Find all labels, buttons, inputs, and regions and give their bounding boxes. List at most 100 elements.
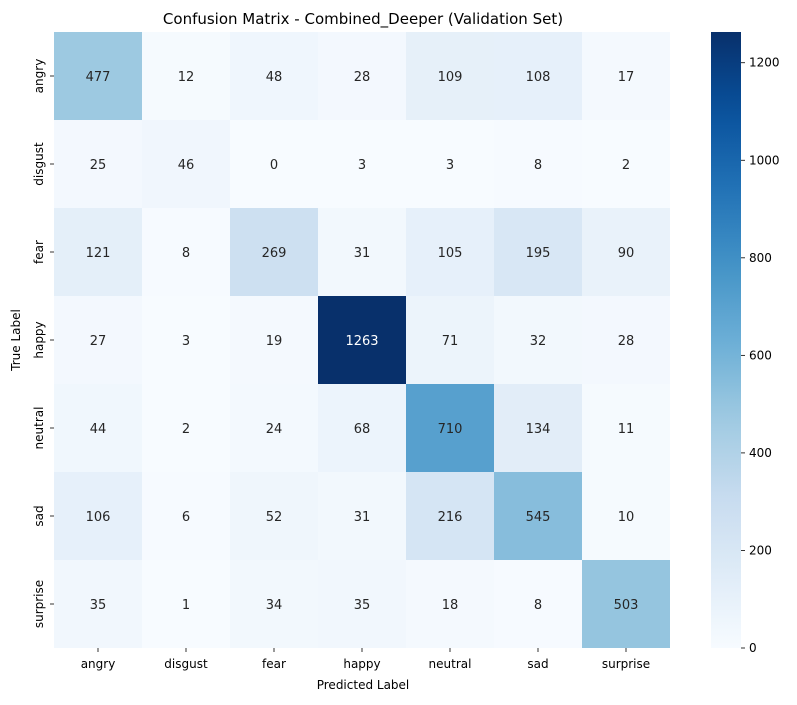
colorbar-gradient (711, 32, 741, 648)
cell-value-happy-sad: 32 (530, 334, 547, 349)
cell-fear-sad (494, 208, 582, 296)
cell-angry-angry (54, 32, 142, 120)
x-tick-label-surprise: surprise (602, 657, 650, 671)
cell-happy-angry (54, 296, 142, 384)
cell-surprise-sad (494, 560, 582, 648)
chart-title: Confusion Matrix - Combined_Deeper (Vali… (163, 10, 563, 29)
colorbar-tick-label-200: 200 (749, 543, 772, 557)
x-tick-label-angry: angry (81, 657, 116, 671)
cell-value-surprise-surprise: 503 (614, 598, 639, 613)
cell-value-disgust-surprise: 2 (622, 158, 630, 173)
cell-value-happy-angry: 27 (90, 334, 107, 349)
cell-sad-angry (54, 472, 142, 560)
colorbar-tick-label-1000: 1000 (749, 153, 780, 167)
cell-value-sad-angry: 106 (86, 510, 111, 525)
cell-fear-disgust (142, 208, 230, 296)
cell-surprise-happy (318, 560, 406, 648)
cell-disgust-happy (318, 120, 406, 208)
cell-value-happy-neutral: 71 (442, 334, 459, 349)
cell-value-fear-sad: 195 (526, 246, 551, 261)
cell-value-neutral-happy: 68 (354, 422, 371, 437)
cell-neutral-angry (54, 384, 142, 472)
cell-neutral-happy (318, 384, 406, 472)
cell-value-sad-happy: 31 (354, 510, 371, 525)
cell-sad-happy (318, 472, 406, 560)
cell-value-disgust-fear: 0 (270, 158, 278, 173)
cell-neutral-disgust (142, 384, 230, 472)
cell-sad-disgust (142, 472, 230, 560)
cell-surprise-disgust (142, 560, 230, 648)
cell-value-happy-fear: 19 (266, 334, 283, 349)
colorbar-tick-label-600: 600 (749, 348, 772, 362)
y-tick-label-happy: happy (32, 321, 46, 358)
cell-disgust-sad (494, 120, 582, 208)
cell-value-disgust-angry: 25 (90, 158, 107, 173)
cell-value-neutral-sad: 134 (526, 422, 551, 437)
y-tick-label-disgust: disgust (32, 142, 46, 186)
x-tick-label-happy: happy (343, 657, 380, 671)
cell-value-fear-surprise: 90 (618, 246, 635, 261)
cell-disgust-fear (230, 120, 318, 208)
cell-angry-disgust (142, 32, 230, 120)
cell-value-fear-neutral: 105 (438, 246, 463, 261)
cell-neutral-sad (494, 384, 582, 472)
cell-value-surprise-happy: 35 (354, 598, 371, 613)
x-tick-label-sad: sad (527, 657, 548, 671)
cell-value-angry-disgust: 12 (178, 70, 195, 85)
cell-value-disgust-happy: 3 (358, 158, 366, 173)
cell-value-neutral-angry: 44 (90, 422, 107, 437)
cell-value-fear-happy: 31 (354, 246, 371, 261)
cell-value-surprise-sad: 8 (534, 598, 542, 613)
cell-value-sad-fear: 52 (266, 510, 283, 525)
y-tick-label-surprise: surprise (32, 580, 46, 628)
cell-value-surprise-disgust: 1 (182, 598, 190, 613)
cell-value-happy-disgust: 3 (182, 334, 190, 349)
cell-fear-angry (54, 208, 142, 296)
cell-disgust-surprise (582, 120, 670, 208)
cell-value-happy-happy: 1263 (345, 334, 378, 349)
cell-value-angry-fear: 48 (266, 70, 283, 85)
cell-angry-neutral (406, 32, 494, 120)
cell-value-angry-neutral: 109 (438, 70, 463, 85)
colorbar: 0 200 400 600 800 1000 1200 (711, 32, 780, 655)
cell-happy-neutral (406, 296, 494, 384)
x-tick-label-fear: fear (262, 657, 286, 671)
cell-surprise-neutral (406, 560, 494, 648)
cell-value-neutral-fear: 24 (266, 422, 283, 437)
x-axis-label: Predicted Label (317, 678, 410, 692)
cell-value-fear-fear: 269 (262, 246, 287, 261)
x-axis-ticks: angry disgust fear happy neutral sad surprise (81, 648, 650, 671)
cell-value-sad-sad: 545 (526, 510, 551, 525)
x-tick-label-neutral: neutral (429, 657, 472, 671)
cell-value-sad-neutral: 216 (438, 510, 463, 525)
colorbar-tick-label-0: 0 (749, 641, 757, 655)
cell-value-surprise-angry: 35 (90, 598, 107, 613)
cell-sad-surprise (582, 472, 670, 560)
y-tick-label-fear: fear (32, 240, 46, 264)
cell-surprise-surprise (582, 560, 670, 648)
cell-value-angry-happy: 28 (354, 70, 371, 85)
cell-value-happy-surprise: 28 (618, 334, 635, 349)
cell-fear-neutral (406, 208, 494, 296)
cell-sad-fear (230, 472, 318, 560)
cell-happy-happy (318, 296, 406, 384)
cell-surprise-fear (230, 560, 318, 648)
cell-angry-surprise (582, 32, 670, 120)
cell-fear-fear (230, 208, 318, 296)
cell-fear-happy (318, 208, 406, 296)
cell-value-disgust-disgust: 46 (178, 158, 195, 173)
cell-value-angry-sad: 108 (526, 70, 551, 85)
cell-value-angry-angry: 477 (86, 70, 111, 85)
cell-value-neutral-neutral: 710 (438, 422, 463, 437)
y-tick-label-angry: angry (32, 59, 46, 94)
cell-sad-sad (494, 472, 582, 560)
cell-happy-disgust (142, 296, 230, 384)
cell-happy-fear (230, 296, 318, 384)
x-tick-label-disgust: disgust (164, 657, 208, 671)
colorbar-tick-label-1200: 1200 (749, 56, 780, 70)
cell-value-sad-surprise: 10 (618, 510, 635, 525)
cell-neutral-fear (230, 384, 318, 472)
